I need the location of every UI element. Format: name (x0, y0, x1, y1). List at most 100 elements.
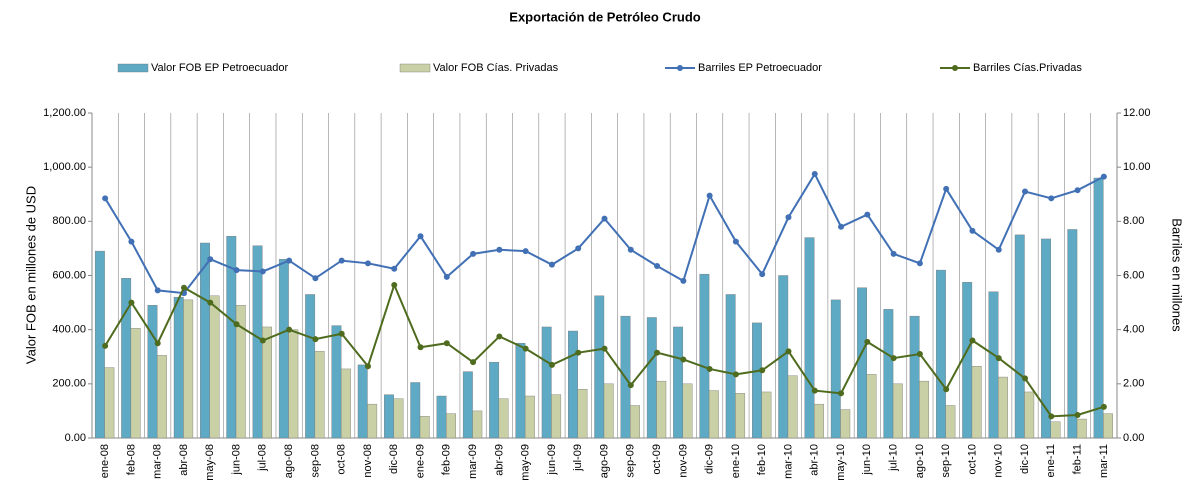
bar (787, 375, 798, 439)
bar (541, 326, 552, 439)
line-point (811, 387, 818, 394)
bar (262, 326, 272, 439)
bar (814, 403, 824, 439)
line-point (995, 355, 1002, 362)
x-tick-label: oct-08 (336, 444, 348, 475)
y2-tick-label: 6.00 (1123, 269, 1144, 281)
bar (524, 395, 535, 439)
x-tick-label: abr-10 (809, 444, 821, 476)
bar (1076, 418, 1087, 439)
line-point (391, 265, 398, 272)
line-point (680, 277, 687, 284)
line-point (312, 275, 319, 282)
y2-tick-label: 4.00 (1123, 324, 1144, 336)
bar (200, 242, 210, 439)
bar (945, 405, 956, 439)
line-point (128, 299, 135, 306)
x-tick-label: mar-08 (152, 444, 164, 479)
x-tick-label: may-09 (520, 444, 532, 481)
bar (340, 368, 351, 439)
x-tick-label: jun-08 (230, 444, 242, 476)
line-point (391, 281, 398, 288)
line-point (233, 321, 240, 328)
bar (804, 237, 815, 439)
x-tick-label: mar-11 (1098, 444, 1110, 478)
line-point (312, 336, 319, 343)
y-tick-label: 200.00 (52, 378, 86, 390)
bar (682, 383, 693, 439)
line-point (759, 367, 766, 374)
x-tick-label: ene-08 (99, 444, 111, 478)
bar (367, 403, 378, 439)
bar (699, 273, 710, 439)
bar (147, 305, 158, 439)
line-point (154, 287, 161, 294)
bar (156, 355, 167, 439)
line-point (601, 215, 608, 222)
line-point (916, 260, 923, 267)
line-point (443, 340, 450, 347)
y-tick-label: 1,000.00 (43, 161, 86, 173)
y-tick-label: 600.00 (52, 269, 86, 281)
bar (778, 275, 789, 439)
x-tick-label: abr-08 (178, 444, 190, 476)
line-point (1022, 375, 1029, 382)
line-point (943, 386, 950, 393)
bar (130, 328, 141, 439)
bar (331, 325, 342, 439)
line-point (1074, 187, 1081, 194)
bar (656, 380, 667, 439)
line-point (706, 192, 713, 199)
line-point (785, 348, 792, 355)
line-point (338, 257, 345, 264)
line-point (732, 238, 739, 245)
line-point (233, 267, 240, 274)
bar (1041, 238, 1051, 439)
x-tick-label: jul-09 (572, 444, 584, 472)
bar (209, 295, 220, 439)
chart-title: Exportación de Petróleo Crudo (509, 9, 700, 24)
line-point (1048, 195, 1055, 202)
bar (630, 405, 640, 439)
bar (892, 383, 903, 439)
x-tick-label: jun-09 (546, 444, 558, 476)
bar (603, 383, 614, 439)
line-point (969, 337, 976, 344)
bar (673, 326, 684, 439)
line-point (286, 257, 293, 264)
bar (235, 305, 246, 439)
bar (909, 315, 920, 439)
bar (1024, 391, 1035, 439)
bar (840, 409, 851, 439)
line-point (732, 371, 739, 378)
y2-tick-label: 10.00 (1123, 161, 1151, 173)
line-point (259, 337, 266, 344)
line-point (916, 351, 923, 358)
y-tick-label: 400.00 (52, 324, 86, 336)
bar (278, 259, 289, 439)
bar (410, 382, 421, 439)
line-point (943, 185, 950, 192)
bar (551, 394, 562, 439)
bar (1103, 413, 1113, 439)
line-point (759, 271, 766, 278)
x-tick-label: ene-09 (414, 444, 426, 478)
bar (830, 299, 841, 439)
x-tick-label: jul-10 (888, 444, 900, 472)
y-tick-label: 0.00 (65, 432, 86, 444)
bar (646, 317, 657, 439)
x-tick-label: feb-11 (1071, 444, 1083, 474)
line-point (496, 333, 503, 340)
line-point (522, 345, 529, 352)
x-tick-label: mar-10 (782, 444, 794, 479)
bar (1050, 421, 1061, 439)
x-tick-label: nov-10 (993, 444, 1005, 478)
x-tick-label: ene-10 (730, 444, 742, 478)
x-tick-label: sep-09 (625, 444, 637, 478)
x-tick-label: sep-10 (940, 444, 952, 478)
line-point (575, 349, 582, 356)
bar (462, 371, 473, 439)
bar (577, 389, 588, 439)
y2-tick-label: 2.00 (1123, 378, 1144, 390)
